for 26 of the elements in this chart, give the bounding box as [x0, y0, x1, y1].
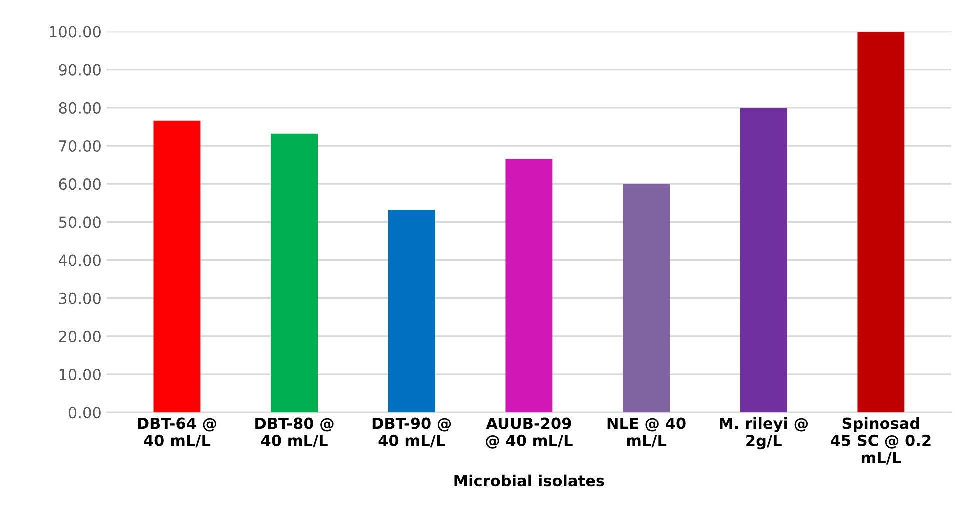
x-tick-label: AUUB-209 @ 40 mL/L — [486, 418, 573, 449]
x-tick-label: DBT-80 @ 40 mL/L — [256, 418, 334, 448]
x-tick-label: NLE @ 40 mL/L — [608, 418, 686, 448]
bar — [623, 184, 670, 413]
y-tick-label: 50.00 — [59, 216, 101, 228]
y-tick-label: 30.00 — [59, 292, 101, 304]
bar — [506, 158, 553, 413]
y-tick-label: 40.00 — [58, 254, 101, 266]
y-tick-label: 20.00 — [59, 330, 101, 342]
y-tick-label: 80.00 — [59, 102, 101, 114]
bar — [271, 134, 318, 413]
bar — [154, 120, 201, 413]
bar — [740, 108, 788, 413]
y-tick-label: 90.00 — [59, 64, 101, 76]
x-tick-label: DBT-64 @ 40 mL/L — [138, 418, 216, 448]
x-tick-label: M. rileyi @ 2g/L — [720, 417, 808, 450]
x-tick-label: Spinosad 45 SC @ 0.2 mL/L — [830, 417, 931, 465]
bar — [388, 210, 436, 413]
y-tick-label: 60.00 — [59, 178, 101, 190]
x-axis-title: Microbial isolates — [454, 474, 604, 487]
y-tick-label: 100.00 — [50, 26, 101, 38]
y-tick-label: 0.00 — [68, 407, 101, 419]
y-tick-label: 10.00 — [60, 368, 101, 381]
bar — [858, 32, 905, 413]
y-tick-label: 70.00 — [59, 140, 101, 152]
x-tick-label: DBT-90 @ 40 mL/L — [372, 418, 452, 448]
